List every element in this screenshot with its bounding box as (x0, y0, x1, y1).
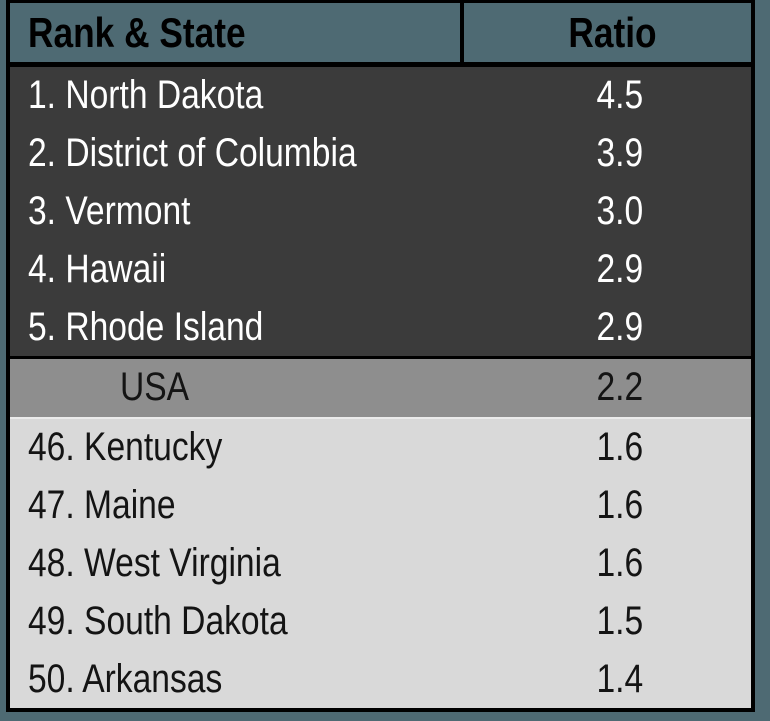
row-ratio: 2.2 (596, 365, 643, 410)
row-state-cell: 49. South Dakota (10, 599, 464, 644)
row-ratio: 2.9 (596, 246, 643, 291)
row-ratio: 3.9 (596, 131, 643, 176)
row-ratio-cell: 2.9 (464, 247, 751, 292)
row-ratio-cell: 2.9 (464, 305, 751, 350)
row-state-cell: 5. Rhode Island (10, 305, 464, 350)
row-state-cell: USA (10, 365, 464, 410)
row-state-cell: 4. Hawaii (10, 247, 464, 292)
row-ratio: 2.9 (596, 304, 643, 349)
row-ratio-cell: 4.5 (464, 73, 751, 118)
row-label: 49. South Dakota (28, 598, 288, 643)
row-ratio-cell: 1.6 (464, 541, 751, 586)
table-row: 1. North Dakota 4.5 (10, 67, 751, 125)
row-ratio: 4.5 (596, 73, 643, 118)
row-state-cell: 1. North Dakota (10, 73, 464, 118)
row-ratio: 1.6 (596, 483, 643, 528)
row-ratio: 3.0 (596, 189, 643, 234)
header-rank-state-label: Rank & State (28, 8, 246, 56)
row-ratio-cell: 3.9 (464, 131, 751, 176)
table-row: 50. Arkansas 1.4 (10, 650, 751, 708)
header-rank-state: Rank & State (10, 3, 460, 62)
table-row: 49. South Dakota 1.5 (10, 592, 751, 651)
row-label: USA (120, 365, 190, 410)
table-header: Rank & State Ratio (10, 3, 751, 67)
row-ratio-cell: 1.6 (464, 425, 751, 470)
table-row: 4. Hawaii 2.9 (10, 240, 751, 299)
row-ratio-cell: 2.2 (464, 365, 751, 410)
table-body: 1. North Dakota 4.5 2. District of Colum… (10, 67, 751, 708)
table-row: 2. District of Columbia 3.9 (10, 124, 751, 183)
row-ratio: 1.5 (596, 598, 643, 643)
row-ratio: 1.6 (596, 425, 643, 470)
table-row: 5. Rhode Island 2.9 (10, 298, 751, 357)
table-row: 47. Maine 1.6 (10, 476, 751, 535)
table-row: 46. Kentucky 1.6 (10, 418, 751, 477)
header-ratio-label: Ratio (568, 8, 657, 56)
row-label: 5. Rhode Island (28, 304, 264, 349)
row-label: 2. District of Columbia (28, 131, 357, 176)
row-label: 48. West Virginia (28, 540, 281, 585)
row-state-cell: 48. West Virginia (10, 541, 464, 586)
header-ratio: Ratio (464, 3, 751, 62)
row-state-cell: 50. Arkansas (10, 657, 464, 702)
row-ratio-cell: 1.4 (464, 657, 751, 702)
table-row: 48. West Virginia 1.6 (10, 534, 751, 593)
table-row: 3. Vermont 3.0 (10, 182, 751, 241)
row-ratio-cell: 1.6 (464, 483, 751, 528)
row-ratio-cell: 1.5 (464, 599, 751, 644)
row-ratio: 1.4 (596, 656, 643, 701)
row-state-cell: 3. Vermont (10, 189, 464, 234)
row-ratio: 1.6 (596, 540, 643, 585)
row-label: 1. North Dakota (28, 73, 264, 118)
row-label: 3. Vermont (28, 189, 191, 234)
column-divider (460, 3, 464, 62)
table-row: USA 2.2 (10, 356, 751, 419)
row-state-cell: 2. District of Columbia (10, 131, 464, 176)
row-ratio-cell: 3.0 (464, 189, 751, 234)
row-state-cell: 46. Kentucky (10, 425, 464, 470)
row-label: 46. Kentucky (28, 425, 223, 470)
row-state-cell: 47. Maine (10, 483, 464, 528)
row-label: 47. Maine (28, 483, 176, 528)
row-label: 4. Hawaii (28, 246, 167, 291)
row-label: 50. Arkansas (28, 656, 223, 701)
ratio-table: Rank & State Ratio 1. North Dakota 4.5 2… (6, 0, 755, 712)
